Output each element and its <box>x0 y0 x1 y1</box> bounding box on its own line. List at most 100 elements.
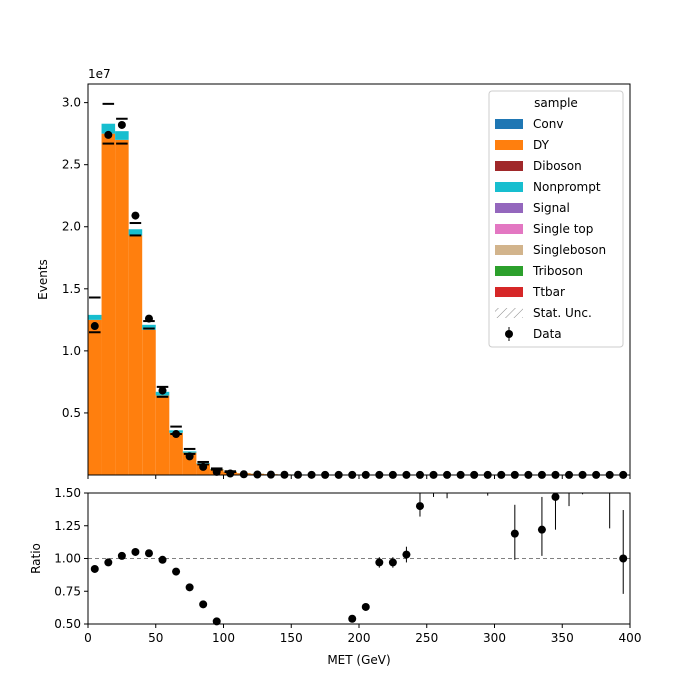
data-point-1 <box>104 130 113 139</box>
legend-swatch-2 <box>495 161 523 171</box>
ratio-y-tick-label-1: 0.75 <box>54 584 81 598</box>
data-point-10 <box>226 469 235 478</box>
ratio-point-1 <box>104 558 113 567</box>
stacked-bars <box>88 123 630 475</box>
ratio-point-9 <box>212 617 221 626</box>
main-panel: 0.5 1.0 1.5 2.0 2.5 3.0 1e7 Events <box>36 67 631 479</box>
ratio-point-15 <box>415 502 424 511</box>
y-tick-label-3: 2.0 <box>62 220 81 234</box>
legend-swatch-8 <box>495 287 523 297</box>
x-tick-label-3: 150 <box>280 631 303 645</box>
ratio-frame <box>87 492 631 625</box>
bar-nonprompt-0 <box>88 314 102 320</box>
legend-entry-7: Triboson <box>495 264 583 278</box>
data-point-2 <box>117 120 126 129</box>
legend-label-1: DY <box>533 138 550 152</box>
legend-swatch-3 <box>495 182 523 192</box>
legend-swatch-5 <box>495 224 523 234</box>
ratio-point-8 <box>199 600 208 609</box>
data-point-0 <box>90 322 99 331</box>
y-tick-label-5: 3.0 <box>62 96 81 110</box>
ratio-point-0 <box>90 564 99 573</box>
ratio-point-12 <box>375 558 384 567</box>
legend-swatch-0 <box>495 119 523 129</box>
x-tick-label-0: 0 <box>84 631 92 645</box>
bar-nonprompt-1 <box>101 123 116 134</box>
ratio-point-3 <box>131 547 140 556</box>
legend-entry-3: Nonprompt <box>495 180 601 194</box>
legend-entry-1: DY <box>495 138 550 152</box>
legend-label-3: Nonprompt <box>533 180 601 194</box>
ratio-axis-label: Ratio <box>29 543 43 574</box>
ratio-point-4 <box>144 549 153 558</box>
x-tick-label-1: 50 <box>148 631 163 645</box>
legend-swatch-6 <box>495 245 523 255</box>
x-tick-label-6: 300 <box>483 631 506 645</box>
legend-swatch-1 <box>495 140 523 150</box>
legend-swatch-7 <box>495 266 523 276</box>
ratio-point-11 <box>361 602 370 611</box>
bar-nonprompt-2 <box>115 131 129 140</box>
y-tick-label-0: 0.5 <box>62 406 81 420</box>
ratio-point-19 <box>619 554 628 563</box>
legend-label-2: Diboson <box>533 159 582 173</box>
ratio-point-16 <box>510 529 519 538</box>
bar-dy-5 <box>155 395 170 475</box>
y-axis-label: Events <box>36 259 50 300</box>
x-tick-label-5: 250 <box>415 631 438 645</box>
data-point-5 <box>158 386 167 395</box>
ratio-point-2 <box>117 551 126 560</box>
data-point-8 <box>199 462 208 471</box>
x-tick-label-4: 200 <box>348 631 371 645</box>
ratio-point-13 <box>388 558 397 567</box>
ratio-point-14 <box>402 550 411 559</box>
y-tick-label-1: 1.0 <box>62 344 81 358</box>
bar-nonprompt-7 <box>182 451 197 453</box>
x-tick-label-8: 400 <box>619 631 642 645</box>
y-tick-label-2: 1.5 <box>62 282 81 296</box>
x-tick-label-2: 100 <box>212 631 235 645</box>
legend-entry-6: Singleboson <box>495 243 606 257</box>
offset-label: 1e7 <box>88 67 111 81</box>
legend-label-9: Stat. Unc. <box>533 306 592 320</box>
ratio-point-5 <box>158 555 167 564</box>
data-point-4 <box>144 314 153 323</box>
legend-label-0: Conv <box>533 117 563 131</box>
data-point-9 <box>212 467 221 476</box>
bar-dy-2 <box>115 139 129 475</box>
data-point-6 <box>172 430 181 439</box>
bar-dy-6 <box>169 432 183 475</box>
legend-entry-0: Conv <box>495 117 563 131</box>
legend-label-7: Triboson <box>532 264 583 278</box>
legend-entry-9: Stat. Unc. <box>495 306 592 320</box>
data-point-7 <box>185 452 194 461</box>
legend-label-8: Ttbar <box>532 285 565 299</box>
legend-entry-5: Single top <box>495 222 593 236</box>
ratio-y-tick-label-0: 0.50 <box>54 617 81 631</box>
bar-dy-3 <box>128 235 143 475</box>
legend-entry-10: Data <box>505 327 562 341</box>
legend-swatch-4 <box>495 203 523 213</box>
ratio-point-18 <box>551 492 560 501</box>
ratio-points <box>90 492 628 626</box>
ratio-y-tick-label-2: 1.00 <box>54 552 81 566</box>
legend-title: sample <box>534 96 578 110</box>
legend-label-10: Data <box>533 327 562 341</box>
legend-entry-8: Ttbar <box>495 285 565 299</box>
legend-entry-2: Diboson <box>495 159 582 173</box>
legend-label-5: Single top <box>533 222 593 236</box>
bar-nonprompt-3 <box>128 229 143 236</box>
ratio-y-tick-label-3: 1.25 <box>54 519 81 533</box>
bar-dy-0 <box>88 319 102 475</box>
data-point-3 <box>131 211 140 220</box>
data-point-11 <box>239 470 248 479</box>
bar-dy-4 <box>142 329 156 475</box>
legend-entry-4: Signal <box>495 201 570 215</box>
y-tick-label-4: 2.5 <box>62 158 81 172</box>
legend-frame <box>488 90 624 348</box>
legend-label-4: Signal <box>533 201 570 215</box>
ratio-point-17 <box>537 525 546 534</box>
x-tick-label-7: 350 <box>551 631 574 645</box>
ratio-point-7 <box>185 583 194 592</box>
